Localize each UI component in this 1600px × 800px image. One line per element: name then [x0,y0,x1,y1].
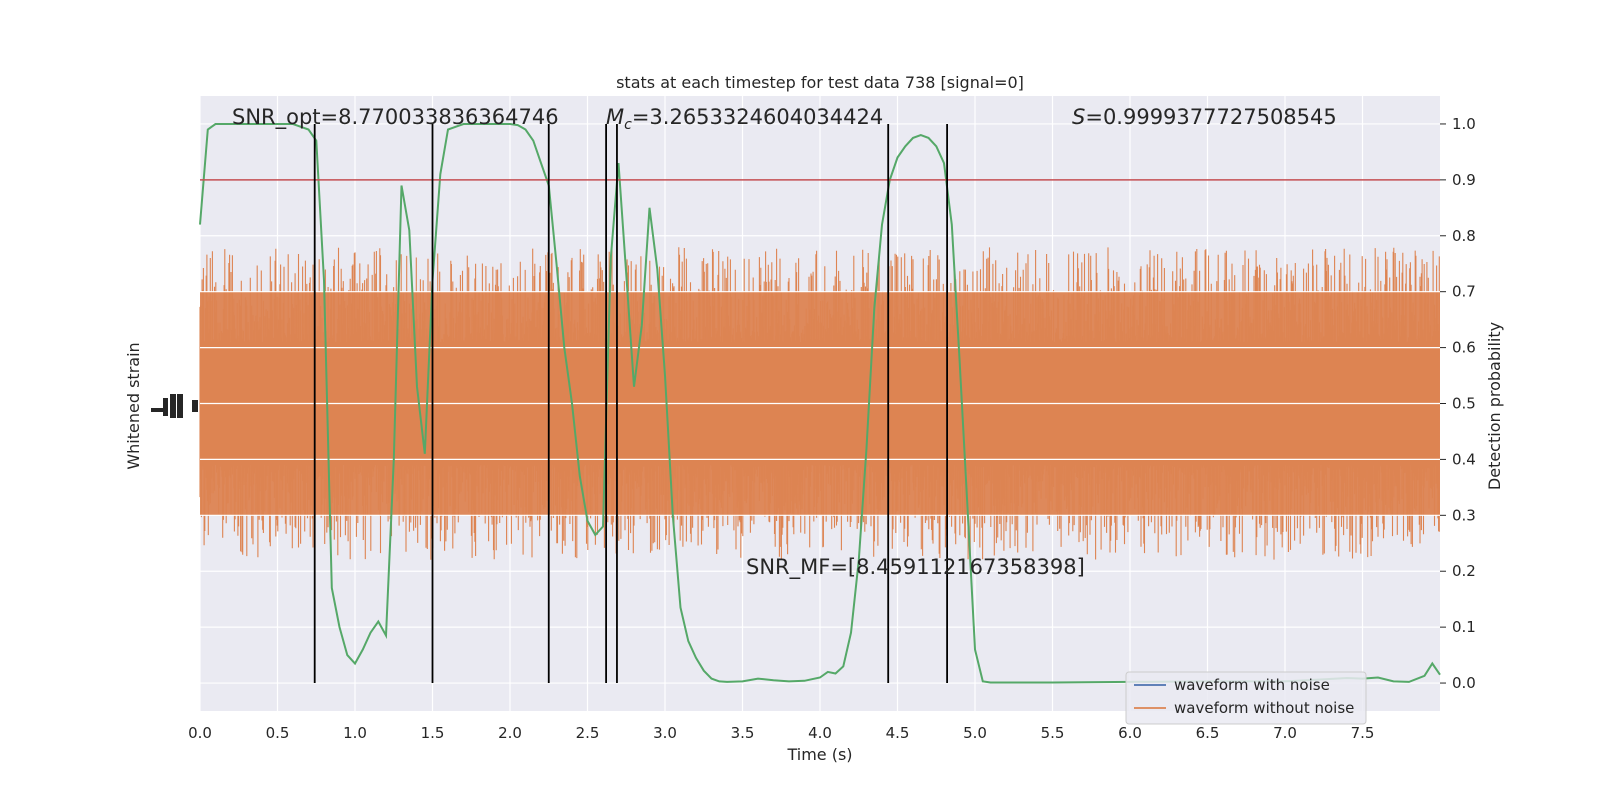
chirp-mass-annotation: Mc=3.2653324604034424 [606,105,883,133]
chirp-mass-subscript: c [624,117,632,133]
chart-title: stats at each timestep for test data 738… [616,73,1024,92]
y-tick-label: 0.2 [1452,562,1476,580]
legend-box [1125,671,1367,725]
y-axis-label-right: Detection probability [1485,322,1504,490]
x-tick-label: 1.0 [343,724,367,742]
y-tick-label: 0.6 [1452,339,1476,357]
x-tick-label: 2.5 [576,724,600,742]
s-value: =0.9999377727508545 [1085,105,1336,129]
y-tick-label: 0.9 [1452,171,1476,189]
x-tick-label: 4.5 [886,724,910,742]
y-tick-labels-right: 0.0 0.1 0.2 0.3 0.4 0.5 0.6 0.7 0.8 0.9 1.0 [1440,115,1476,692]
x-tick-label: 4.0 [808,724,832,742]
y-tick-label: 0.8 [1452,227,1476,245]
x-tick-label: 7.5 [1351,724,1375,742]
x-tick-label: 0.5 [266,724,290,742]
x-tick-label: 6.5 [1196,724,1220,742]
x-tick-label: 6.0 [1118,724,1142,742]
detection-probability-line [199,123,1441,684]
y-tick-label: 0.3 [1452,506,1476,524]
x-tick-labels: 0.0 0.5 1.0 1.5 2.0 2.5 3.0 3.5 4.0 4.5 5.0 5.5 6.0 6… [188,724,1374,742]
x-tick-label: 1.5 [421,724,445,742]
x-axis-label: Time (s) [786,745,852,764]
legend-label-without-noise: waveform without noise [1174,699,1354,717]
y-tick-label: 0.0 [1452,674,1476,692]
y-axis-label-left: Whitened strain [124,342,143,469]
y-tick-label: 1.0 [1452,115,1476,133]
y-tick-label: 0.5 [1452,395,1476,413]
probability-series [199,123,1441,684]
x-tick-label: 5.5 [1041,724,1065,742]
legend: waveform with noise waveform without noi… [1125,671,1367,725]
legend-label-with-noise: waveform with noise [1174,676,1330,694]
y-tick-label: 0.7 [1452,283,1476,301]
chirp-mass-symbol: M [606,105,624,129]
s-symbol: S [1072,105,1085,129]
x-tick-label: 3.0 [653,724,677,742]
s-annotation: S=0.9999377727508545 [1072,105,1337,129]
y-tick-label: 0.1 [1452,618,1476,636]
x-tick-label: 5.0 [963,724,987,742]
x-tick-label: 2.0 [498,724,522,742]
y-tick-label: 0.4 [1452,450,1476,468]
x-tick-label: 7.0 [1273,724,1297,742]
strain-series [199,247,1440,560]
threshold-and-markers [200,123,1440,684]
left-axis-squashed-ticks [151,394,198,418]
chirp-mass-value: =3.2653324604034424 [632,105,883,129]
x-tick-label: 3.5 [731,724,755,742]
x-tick-label: 0.0 [188,724,212,742]
snr-opt-annotation: SNR_opt=8.770033836364746 [232,105,559,130]
snr-mf-annotation: SNR_MF=[8.459112167358398] [746,555,1085,580]
